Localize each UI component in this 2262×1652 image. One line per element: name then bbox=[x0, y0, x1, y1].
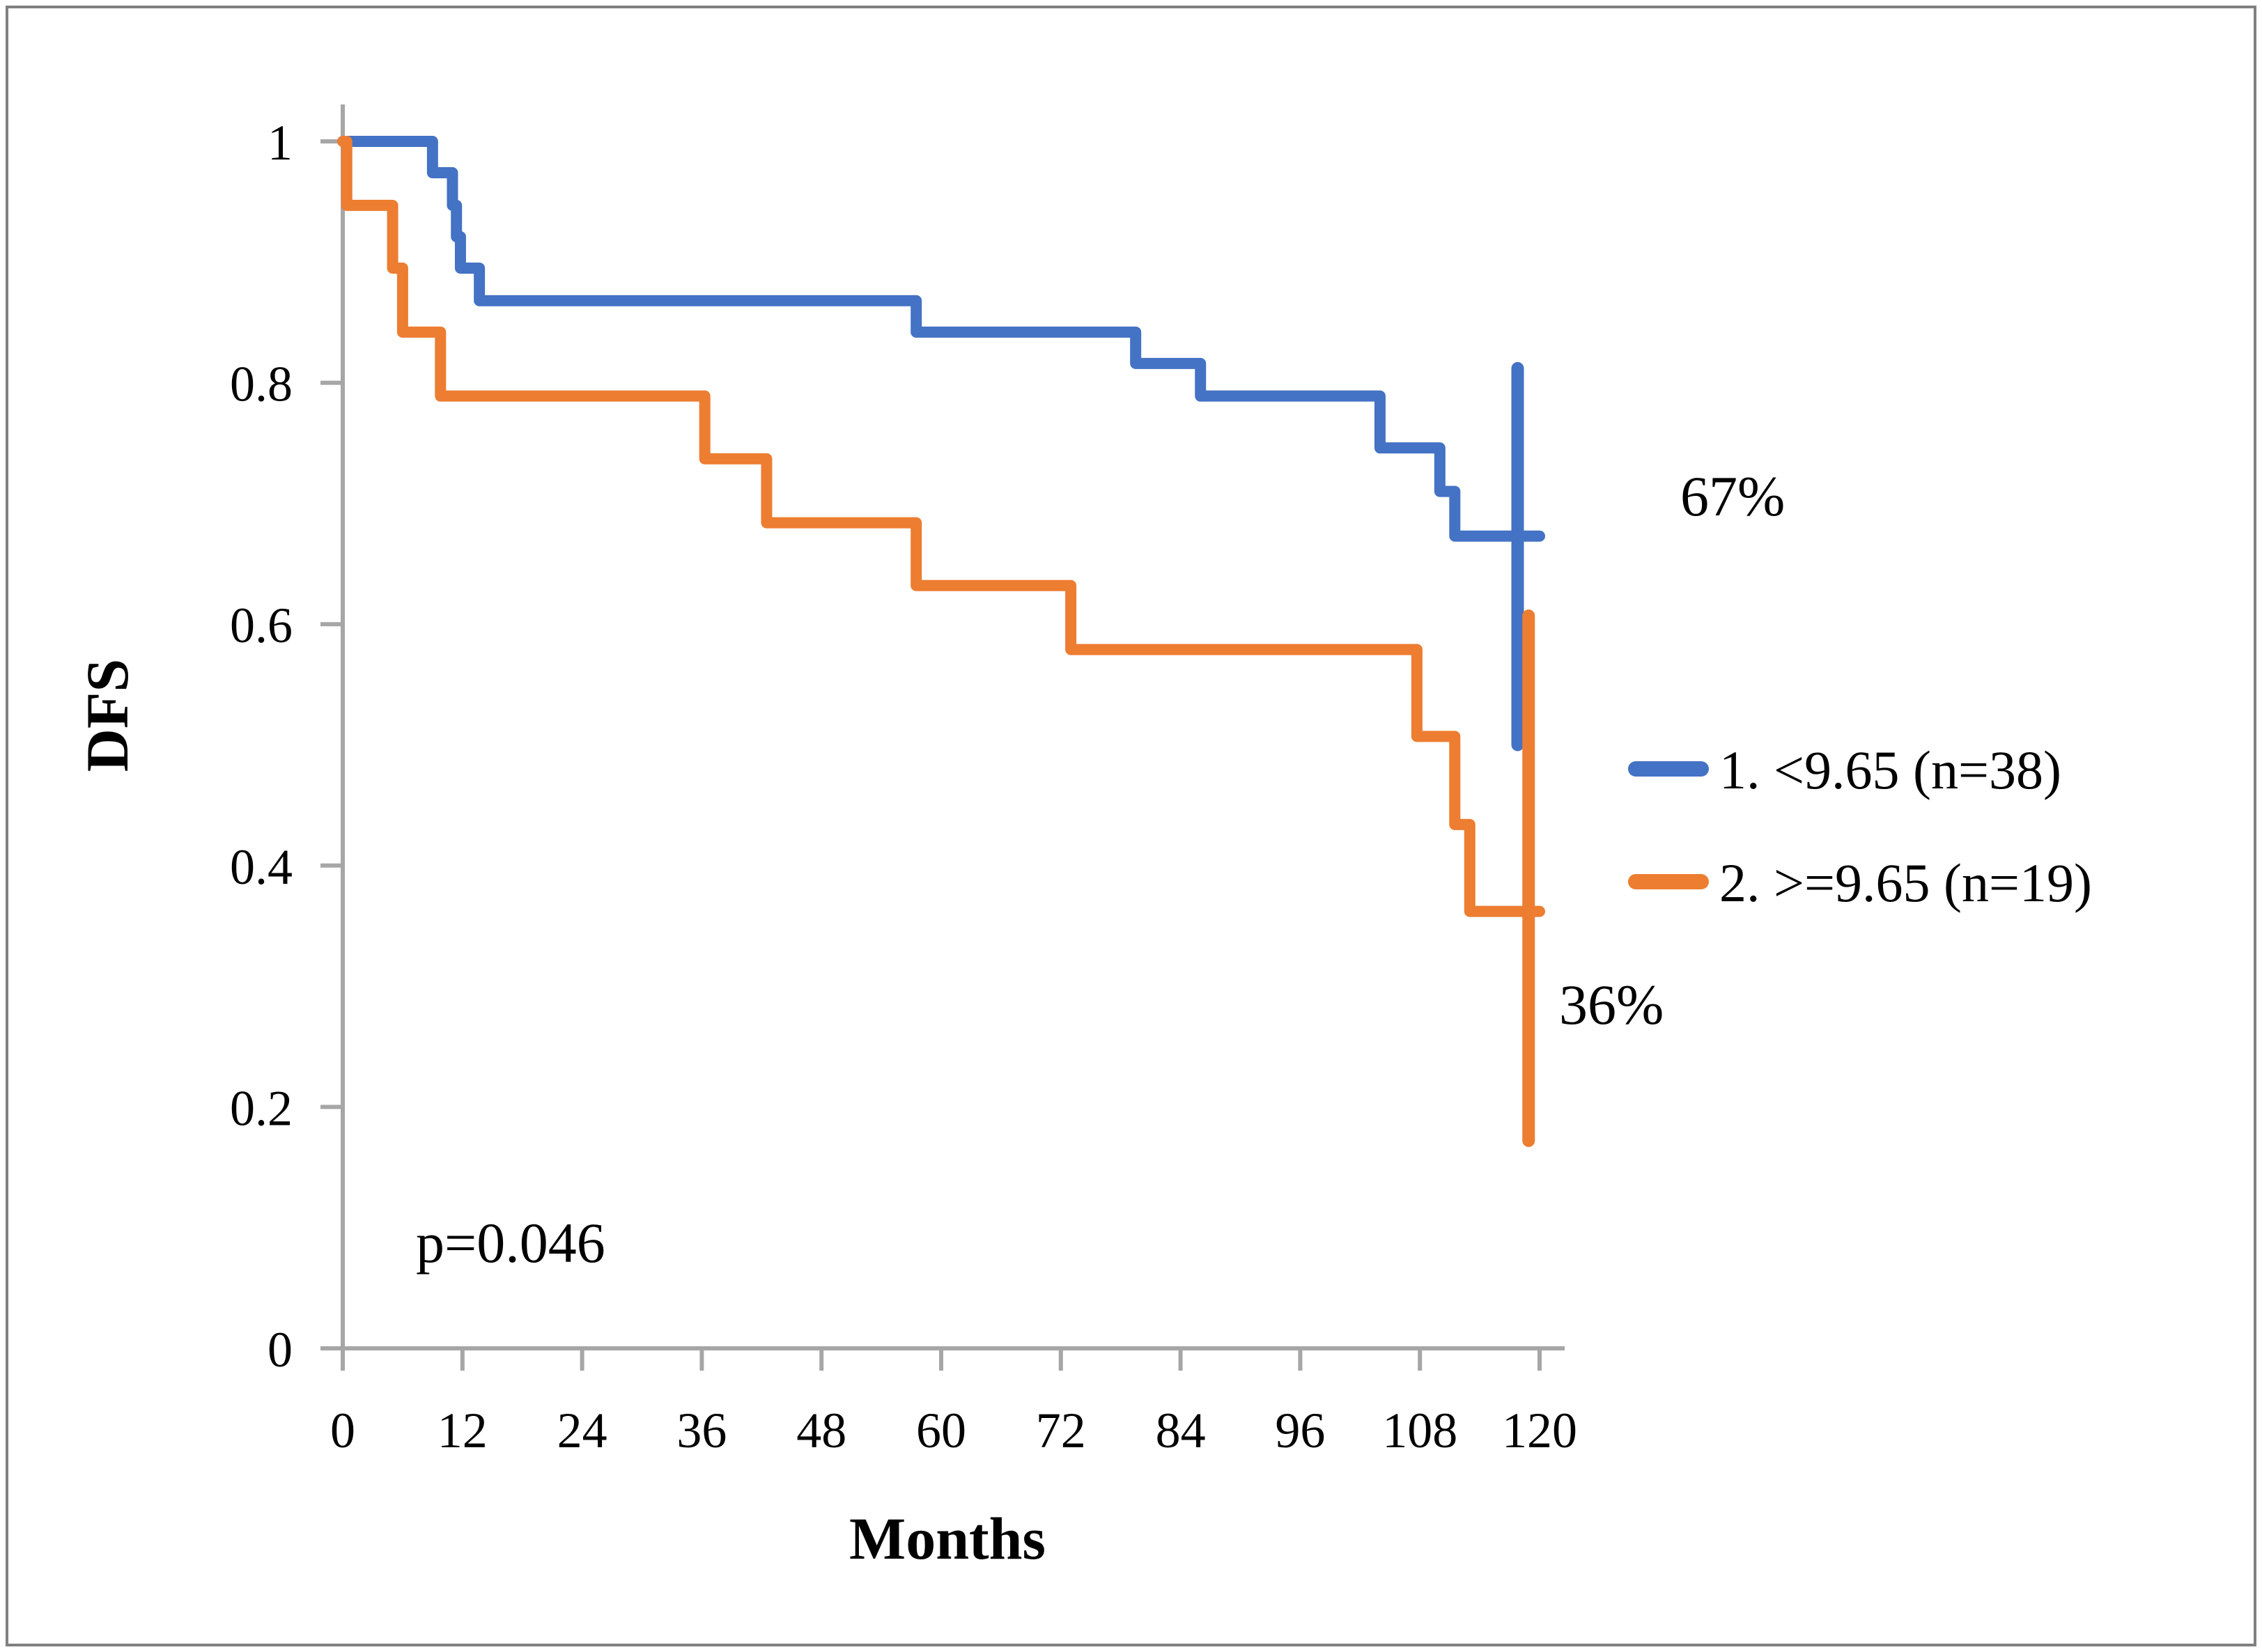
x-tick-label: 96 bbox=[1275, 1403, 1325, 1458]
y-tick-label: 0.4 bbox=[230, 839, 293, 895]
orange-end-percent-label: 36% bbox=[1559, 973, 1664, 1036]
x-tick-label: 0 bbox=[330, 1403, 355, 1458]
x-tick-label: 60 bbox=[916, 1403, 966, 1458]
y-tick-label: 1 bbox=[268, 115, 293, 171]
legend: 1. <9.65 (n=38) 2. >=9.65 (n=19) bbox=[1628, 740, 2092, 913]
x-tick-label: 48 bbox=[796, 1403, 846, 1458]
legend-label-blue: 1. <9.65 (n=38) bbox=[1719, 740, 2061, 800]
plot-area: 0 12 24 36 48 60 72 84 96 108 120 0 0.2 0.4 0.6 0.8 1 bbox=[230, 104, 1577, 1458]
y-tick-label: 0 bbox=[268, 1322, 293, 1378]
x-tick-label: 120 bbox=[1502, 1403, 1577, 1458]
x-axis-title: Months bbox=[849, 1505, 1046, 1572]
y-tick-label: 0.8 bbox=[230, 357, 293, 412]
blue-end-percent-label: 67% bbox=[1680, 465, 1785, 528]
y-tick-label: 0.6 bbox=[230, 598, 293, 653]
legend-label-orange: 2. >=9.65 (n=19) bbox=[1719, 852, 2092, 913]
x-tick-label: 72 bbox=[1036, 1403, 1086, 1458]
x-tick-label: 36 bbox=[676, 1403, 727, 1458]
x-tick-label: 12 bbox=[437, 1403, 488, 1458]
x-tick-label: 24 bbox=[557, 1403, 607, 1458]
series-line-orange bbox=[337, 136, 1545, 917]
series-line-blue bbox=[337, 136, 1545, 542]
x-tick-label: 84 bbox=[1156, 1403, 1206, 1458]
figure-border bbox=[6, 6, 2256, 1646]
x-tick-label: 108 bbox=[1382, 1403, 1457, 1458]
y-tick-label: 0.2 bbox=[230, 1080, 293, 1136]
y-axis-title: DFS bbox=[74, 659, 141, 772]
p-value-annotation: p=0.046 bbox=[416, 1211, 605, 1275]
